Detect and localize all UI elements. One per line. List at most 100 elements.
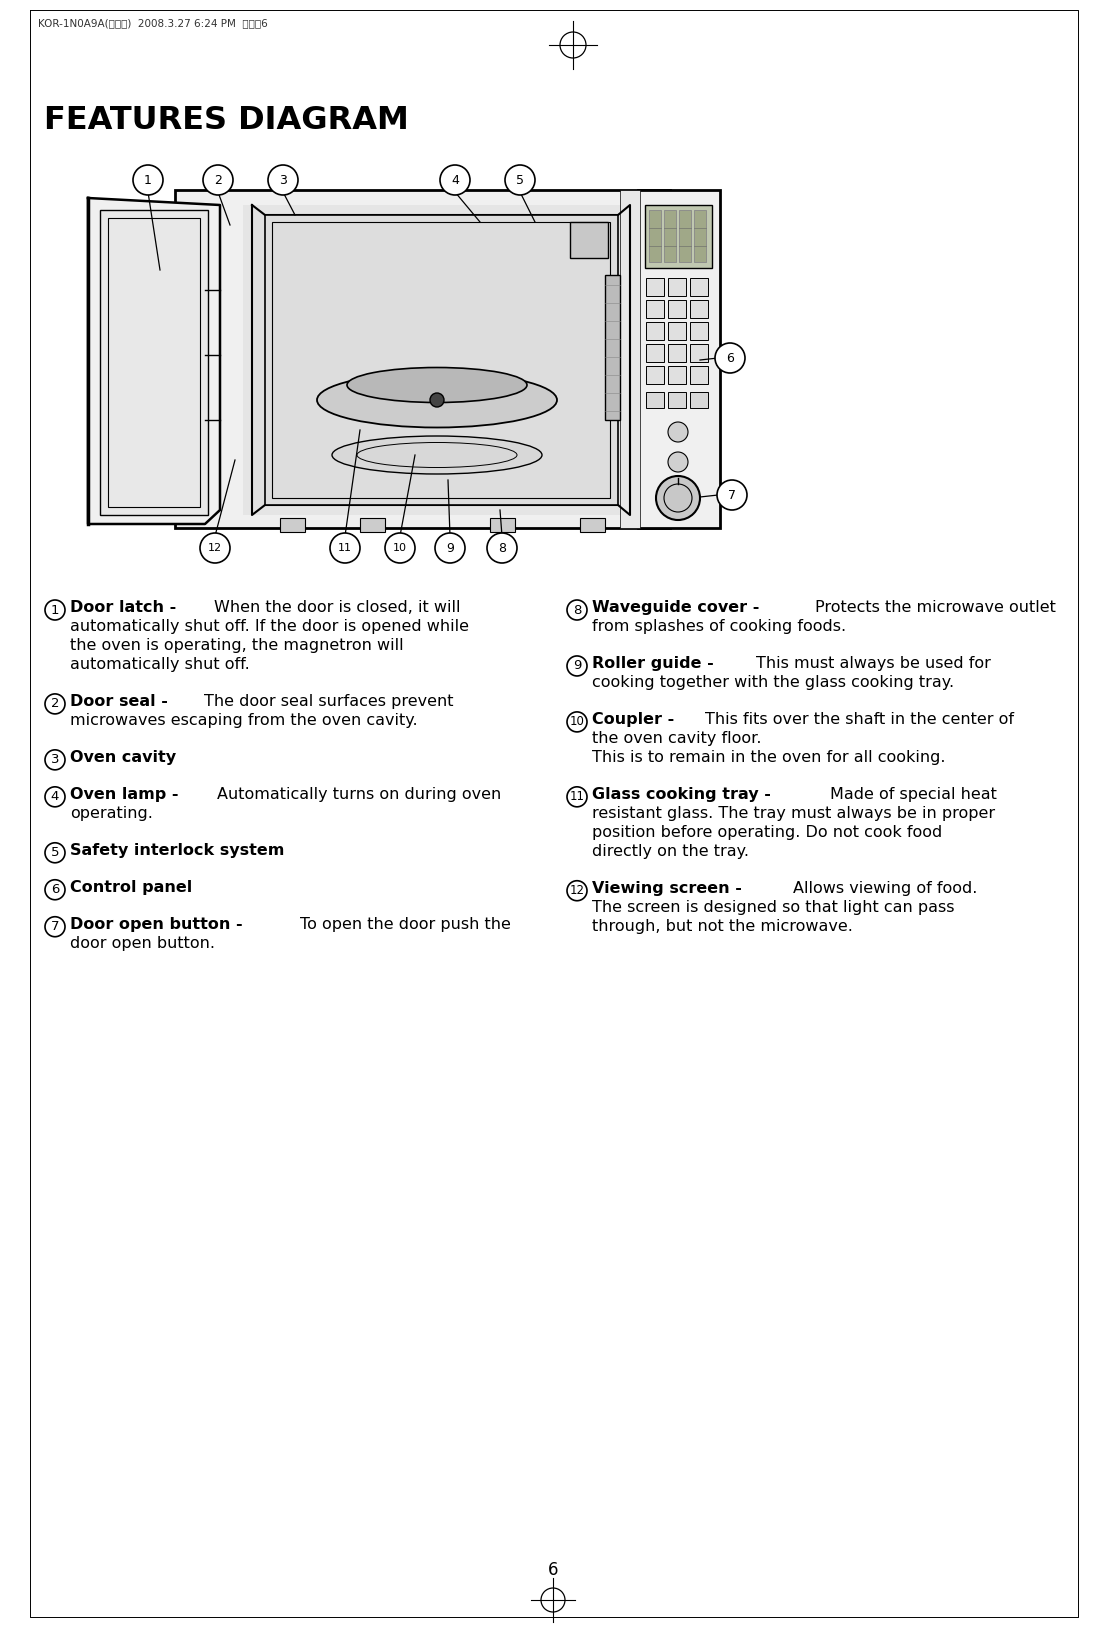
Bar	[646, 366, 664, 384]
Text: microwaves escaping from the oven cavity.: microwaves escaping from the oven cavity…	[70, 713, 418, 727]
Text: Viewing screen -: Viewing screen -	[592, 880, 748, 896]
Text: from splashes of cooking foods.: from splashes of cooking foods.	[592, 618, 846, 635]
Bar	[359, 517, 385, 532]
Bar	[570, 221, 608, 259]
Text: 7: 7	[51, 921, 60, 934]
Text: 10: 10	[393, 543, 407, 553]
Text: The screen is designed so that light can pass: The screen is designed so that light can…	[592, 900, 954, 914]
Bar	[668, 299, 686, 317]
Text: Safety interlock system: Safety interlock system	[70, 843, 284, 857]
Text: through, but not the microwave.: through, but not the microwave.	[592, 919, 853, 934]
Circle shape	[204, 164, 233, 195]
Bar	[649, 210, 661, 262]
Circle shape	[487, 534, 517, 563]
Text: 9: 9	[573, 659, 581, 672]
Text: 8: 8	[573, 604, 581, 617]
Bar	[638, 190, 720, 529]
Bar	[693, 210, 706, 262]
Text: 5: 5	[51, 846, 60, 859]
Text: 6: 6	[51, 883, 60, 896]
Text: 12: 12	[208, 543, 222, 553]
Text: 3: 3	[279, 174, 286, 187]
Bar	[646, 278, 664, 296]
Bar	[100, 210, 208, 516]
Text: 3: 3	[51, 753, 60, 766]
Circle shape	[668, 421, 688, 443]
Text: Oven lamp -: Oven lamp -	[70, 787, 184, 802]
Bar	[690, 343, 708, 361]
Circle shape	[330, 534, 359, 563]
Bar	[620, 190, 640, 529]
Text: Roller guide -: Roller guide -	[592, 656, 719, 670]
Text: 7: 7	[728, 488, 735, 501]
Bar	[646, 343, 664, 361]
Bar	[668, 322, 686, 340]
Text: To open the door push the: To open the door push the	[300, 916, 511, 932]
Bar	[580, 517, 605, 532]
Text: Waveguide cover -: Waveguide cover -	[592, 600, 765, 615]
Text: operating.: operating.	[70, 805, 153, 820]
Bar	[280, 517, 305, 532]
Text: 10: 10	[570, 716, 584, 729]
Circle shape	[435, 534, 465, 563]
Circle shape	[133, 164, 163, 195]
Text: 6: 6	[726, 351, 734, 364]
Bar	[175, 190, 670, 529]
Text: This must always be used for: This must always be used for	[757, 656, 991, 670]
Text: Door open button -: Door open button -	[70, 916, 248, 932]
Text: Door seal -: Door seal -	[70, 693, 174, 709]
Circle shape	[200, 534, 230, 563]
Bar	[664, 210, 676, 262]
Text: Protects the microwave outlet: Protects the microwave outlet	[815, 600, 1056, 615]
Bar	[690, 299, 708, 317]
Circle shape	[505, 164, 535, 195]
Text: FEATURES DIAGRAM: FEATURES DIAGRAM	[44, 106, 409, 137]
Bar	[668, 366, 686, 384]
Ellipse shape	[317, 373, 557, 428]
Text: 11: 11	[570, 791, 584, 804]
Text: 5: 5	[517, 174, 524, 187]
Text: 9: 9	[446, 542, 453, 555]
Bar	[265, 215, 618, 504]
Text: Automatically turns on during oven: Automatically turns on during oven	[217, 787, 501, 802]
Text: 8: 8	[498, 542, 507, 555]
Text: This fits over the shaft in the center of: This fits over the shaft in the center o…	[706, 713, 1014, 727]
Text: Allows viewing of food.: Allows viewing of food.	[793, 880, 977, 896]
Text: Made of special heat: Made of special heat	[831, 787, 997, 802]
Text: Oven cavity: Oven cavity	[70, 750, 176, 765]
Bar	[679, 210, 691, 262]
Text: automatically shut off. If the door is opened while: automatically shut off. If the door is o…	[70, 618, 469, 635]
Polygon shape	[88, 198, 220, 524]
Text: When the door is closed, it will: When the door is closed, it will	[215, 600, 461, 615]
Text: The door seal surfaces prevent: The door seal surfaces prevent	[204, 693, 453, 709]
Circle shape	[430, 394, 444, 407]
Bar	[646, 322, 664, 340]
Text: directly on the tray.: directly on the tray.	[592, 844, 749, 859]
Text: 4: 4	[451, 174, 459, 187]
Circle shape	[440, 164, 470, 195]
Text: 1: 1	[144, 174, 152, 187]
Text: automatically shut off.: automatically shut off.	[70, 657, 250, 672]
Circle shape	[268, 164, 298, 195]
Text: 1: 1	[51, 604, 60, 617]
Bar	[645, 205, 712, 268]
Bar	[690, 322, 708, 340]
Text: the oven cavity floor.: the oven cavity floor.	[592, 731, 762, 745]
Text: 4: 4	[51, 791, 60, 804]
Bar	[668, 278, 686, 296]
Text: 11: 11	[338, 543, 352, 553]
Ellipse shape	[332, 436, 542, 473]
Bar	[690, 392, 708, 408]
Bar	[108, 218, 200, 508]
Text: Glass cooking tray -: Glass cooking tray -	[592, 787, 776, 802]
Text: resistant glass. The tray must always be in proper: resistant glass. The tray must always be…	[592, 805, 995, 820]
Text: 2: 2	[51, 698, 60, 711]
Circle shape	[656, 477, 700, 521]
Text: the oven is operating, the magnetron will: the oven is operating, the magnetron wil…	[70, 638, 404, 652]
Ellipse shape	[347, 368, 526, 402]
Text: door open button.: door open button.	[70, 936, 215, 950]
Circle shape	[717, 480, 747, 509]
Circle shape	[714, 343, 745, 373]
Bar	[272, 221, 611, 498]
Polygon shape	[252, 205, 630, 516]
